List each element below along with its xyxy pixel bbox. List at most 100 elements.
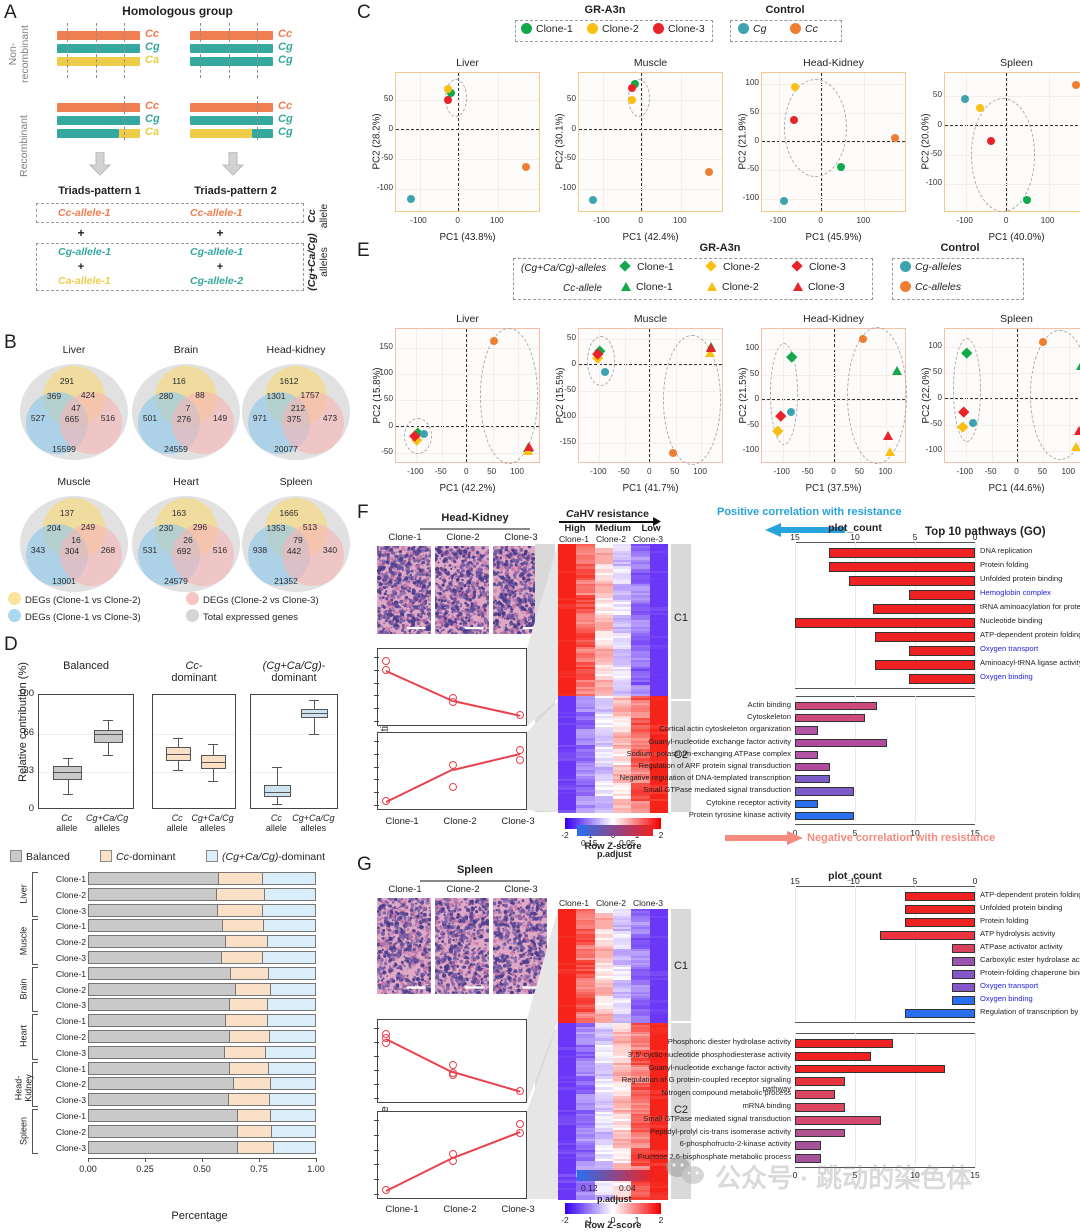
stack-segment-balanced bbox=[89, 1126, 238, 1137]
p2-cc-allele: Cc-allele-1 bbox=[190, 207, 243, 219]
heatmap-cell bbox=[650, 1197, 668, 1200]
go-bar-label: Regulation of ARF protein signal transdu… bbox=[599, 762, 791, 771]
legend-item-clone-3: Clone-3 bbox=[653, 23, 705, 35]
pca-title: Head-Kidney bbox=[761, 313, 906, 325]
tissue-underline-g bbox=[420, 880, 530, 882]
legend-color-dot bbox=[738, 23, 749, 34]
stack-segment-balanced bbox=[89, 889, 217, 900]
stack-segment-balanced bbox=[89, 1031, 230, 1042]
venn-count: 268 bbox=[90, 545, 126, 555]
pca-gridline bbox=[442, 329, 443, 462]
go-bar bbox=[909, 646, 975, 656]
pca-cluster-ellipse bbox=[971, 98, 1036, 212]
boxplot-gridline bbox=[153, 772, 235, 773]
tissue-label: Muscle bbox=[19, 917, 29, 964]
pca-xtick: -100 bbox=[770, 467, 794, 476]
go-bar bbox=[905, 892, 975, 901]
heatmap-cell bbox=[576, 1197, 594, 1200]
down-arrow-icon bbox=[221, 152, 245, 179]
tissue-bracket bbox=[32, 967, 38, 1012]
g-line-xlabel: Clone-3 bbox=[473, 1204, 563, 1215]
stack-segment-cc bbox=[218, 905, 263, 916]
go-bar bbox=[795, 702, 877, 710]
boxplot-title: (Cg+Ca/Cg)-dominant bbox=[230, 660, 358, 684]
chromosome-bar-cg-part1 bbox=[190, 129, 252, 138]
boxplot-median bbox=[301, 713, 327, 714]
lineplot-ytick bbox=[374, 1135, 379, 1136]
venn-count: 291 bbox=[49, 376, 85, 386]
go-bar bbox=[795, 1129, 845, 1138]
stack-segment-cc bbox=[231, 968, 268, 979]
go-gridline bbox=[915, 696, 916, 822]
pca-gridline bbox=[579, 189, 722, 190]
legend-item-label: Cc bbox=[805, 23, 818, 35]
legend-color-swatch bbox=[8, 592, 21, 605]
pca-ytick: -100 bbox=[735, 445, 759, 454]
p2-cg-allele-2: Cg-allele-2 bbox=[190, 275, 243, 287]
g-colorscale-label: Row Z-score bbox=[553, 1220, 673, 1231]
tissue-label: Head-Kidney bbox=[14, 1065, 34, 1112]
pca-ytick: 50 bbox=[552, 333, 576, 342]
boxplot-ytick: 100 bbox=[8, 688, 34, 699]
go-bar-label: tRNA aminoacylation for protein translat… bbox=[980, 603, 1080, 612]
pca-cluster-ellipse-right bbox=[1030, 330, 1080, 460]
f-scale-tick: -2 bbox=[555, 830, 575, 840]
go-bar bbox=[795, 1141, 821, 1150]
go-bar bbox=[909, 674, 975, 684]
pca-xtick: 0 bbox=[454, 467, 478, 476]
pca-point bbox=[669, 449, 677, 457]
lineplot-ytick bbox=[374, 1194, 379, 1195]
stack-xtick-mark bbox=[202, 1158, 203, 1162]
padjust-tick-left: 0.15 bbox=[581, 838, 598, 848]
boxplot-ytick: 33 bbox=[8, 765, 34, 776]
pca-gridline bbox=[1018, 329, 1019, 462]
stack-segment-balanced bbox=[89, 936, 226, 947]
allele-label: Cc bbox=[278, 100, 292, 112]
marker-line bbox=[257, 23, 258, 78]
go-bar-label: mRNA binding bbox=[599, 1102, 791, 1111]
pca-xtick: 50 bbox=[847, 467, 871, 476]
stack-segment-cg bbox=[265, 889, 315, 900]
legend-color-dot bbox=[587, 23, 598, 34]
padjust-colorbar bbox=[577, 825, 653, 836]
pca-point bbox=[490, 337, 498, 345]
go-bar bbox=[795, 763, 830, 771]
boxplot-median bbox=[53, 772, 82, 773]
pca-gridline bbox=[1049, 73, 1050, 211]
venn-title: Head-kidney bbox=[240, 344, 352, 356]
pca-ytick: 50 bbox=[918, 367, 942, 376]
allele-label: Cg bbox=[145, 113, 160, 125]
p1-cg-allele: Cg-allele-1 bbox=[58, 246, 111, 258]
stack-segment-cc bbox=[219, 873, 263, 884]
pca-title: Head-Kidney bbox=[761, 57, 906, 69]
pca-xtick: 100 bbox=[1056, 467, 1080, 476]
lineplot-segment bbox=[453, 700, 520, 716]
pca-xtick: 0 bbox=[629, 216, 653, 225]
legend-item-Cc-alleles: Cc-alleles bbox=[900, 281, 961, 293]
stacked-bar-row bbox=[88, 888, 316, 901]
panel-a-title: Homologous group bbox=[0, 4, 355, 18]
go-bar-label: Regulation of transcription by RNA polym… bbox=[980, 1008, 1080, 1017]
pca-point-triangle bbox=[892, 366, 902, 375]
boxplot-frame-1 bbox=[152, 694, 236, 809]
go-bar bbox=[795, 1039, 893, 1048]
pca-point bbox=[589, 196, 597, 204]
pca-ytick: 100 bbox=[369, 368, 393, 377]
go-bar-label: Unfolded protein binding bbox=[980, 575, 1080, 584]
venn-count: 692 bbox=[166, 546, 202, 556]
go-bar bbox=[829, 548, 975, 558]
venn-title: Liver bbox=[18, 344, 130, 356]
f-negative-correlation-text: Negative correlation with resistance bbox=[807, 832, 995, 844]
venn-legend-item: DEGs (Clone-1 vs Clone-3) bbox=[8, 609, 141, 623]
p2-cg-allele-1: Cg-allele-1 bbox=[190, 246, 243, 258]
go-gridline bbox=[915, 1033, 916, 1165]
stacked-row-label: Clone-3 bbox=[40, 1000, 86, 1010]
lineplot-ytick bbox=[374, 792, 379, 793]
tissue-label: Brain bbox=[19, 965, 29, 1012]
boxplot-whisker-cap bbox=[63, 758, 73, 759]
stacked-bar-row bbox=[88, 1125, 316, 1138]
lineplot-ytick bbox=[374, 754, 379, 755]
venn-count: 21352 bbox=[268, 576, 304, 586]
stack-segment-balanced bbox=[89, 1078, 234, 1089]
